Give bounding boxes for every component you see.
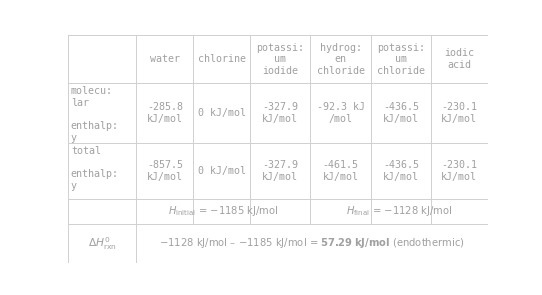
Text: -230.1
kJ/mol: -230.1 kJ/mol	[441, 160, 478, 182]
Text: -436.5
kJ/mol: -436.5 kJ/mol	[383, 102, 419, 124]
Text: 0 kJ/mol: 0 kJ/mol	[198, 108, 246, 118]
Text: water: water	[150, 54, 180, 64]
Text: -285.8
kJ/mol: -285.8 kJ/mol	[147, 102, 183, 124]
Text: potassi:
um
iodide: potassi: um iodide	[256, 43, 304, 76]
Text: $\mathit{H}_{\mathrm{final}}$ = −1128 kJ/mol: $\mathit{H}_{\mathrm{final}}$ = −1128 kJ…	[346, 204, 453, 218]
Text: -436.5
kJ/mol: -436.5 kJ/mol	[383, 160, 419, 182]
Text: -92.3 kJ
/mol: -92.3 kJ /mol	[317, 102, 365, 124]
Text: total

enthalp:
y: total enthalp: y	[71, 146, 119, 191]
Text: $\mathit{H}_{\mathrm{initial}}$ = −1185 kJ/mol: $\mathit{H}_{\mathrm{initial}}$ = −1185 …	[168, 204, 279, 218]
Text: −1128 kJ/mol – −1185 kJ/mol = $\mathbf{57.29\ kJ/mol}$ (endothermic): −1128 kJ/mol – −1185 kJ/mol = $\mathbf{5…	[159, 236, 465, 250]
Text: $\Delta H^0_{\mathrm{rxn}}$: $\Delta H^0_{\mathrm{rxn}}$	[88, 235, 117, 252]
Text: iodic
acid: iodic acid	[444, 48, 474, 70]
Text: molecu:
lar

enthalp:
y: molecu: lar enthalp: y	[71, 86, 119, 142]
Text: -327.9
kJ/mol: -327.9 kJ/mol	[262, 102, 298, 124]
Text: -230.1
kJ/mol: -230.1 kJ/mol	[441, 102, 478, 124]
Text: 0 kJ/mol: 0 kJ/mol	[198, 166, 246, 176]
Text: chlorine: chlorine	[198, 54, 246, 64]
Text: potassi:
um
chloride: potassi: um chloride	[377, 43, 425, 76]
Text: -461.5
kJ/mol: -461.5 kJ/mol	[322, 160, 358, 182]
Text: hydrog:
en
chloride: hydrog: en chloride	[317, 43, 365, 76]
Text: -327.9
kJ/mol: -327.9 kJ/mol	[262, 160, 298, 182]
Text: -857.5
kJ/mol: -857.5 kJ/mol	[147, 160, 183, 182]
